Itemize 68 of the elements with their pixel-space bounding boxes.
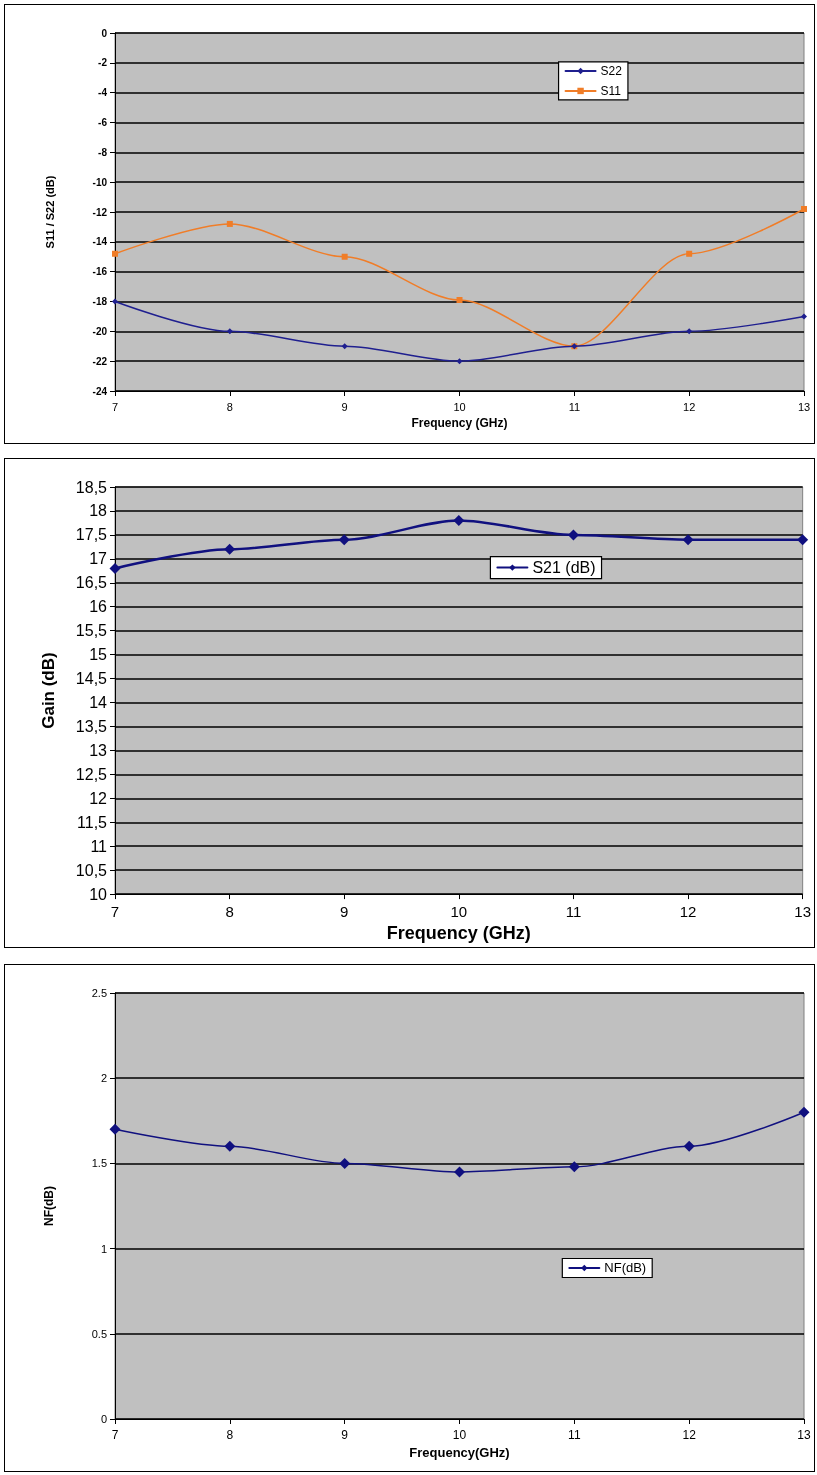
y-axis-title: NF(dB) [42, 1186, 56, 1226]
y-tick-label: 1.5 [91, 1157, 107, 1170]
x-tick-label: 7 [111, 1428, 119, 1442]
y-tick-label: -12 [92, 206, 108, 218]
y-tick-label: 0.5 [91, 1327, 107, 1340]
y-tick-label: -18 [92, 296, 108, 307]
y-tick-label: -22 [92, 355, 108, 367]
y-tick-label: -6 [98, 117, 108, 128]
y-tick-label: 14,5 [75, 670, 108, 688]
y-tick-label: 11 [90, 837, 108, 855]
y-tick-label: 11,5 [77, 813, 108, 831]
y-tick-label: -2 [98, 57, 108, 69]
x-tick-label: 12 [682, 1428, 697, 1442]
x-tick-label: 13 [797, 400, 811, 413]
x-tick-label: 7 [111, 400, 119, 413]
y-tick-label: 13 [89, 741, 108, 759]
x-tick-label: 12 [679, 903, 697, 921]
y-tick-label: -14 [92, 236, 108, 248]
x-tick-label: 8 [226, 400, 233, 413]
y-tick-label: 15 [89, 646, 108, 664]
y-tick-label: 0 [100, 1413, 107, 1425]
x-tick-label: 11 [568, 400, 581, 413]
y-tick-label: -4 [98, 87, 108, 99]
x-tick-label: 8 [226, 1428, 234, 1442]
y-tick-label: 10 [89, 885, 108, 903]
y-tick-label: 13,5 [75, 717, 108, 735]
y-tick-label: 17,5 [75, 526, 108, 544]
x-tick-label: 10 [450, 903, 468, 921]
y-tick-label: 12,5 [75, 765, 108, 783]
y-tick-label: 18,5 [75, 478, 108, 496]
y-axis-title: S11 / S22 (dB) [43, 175, 56, 249]
y-tick-label: 2.5 [91, 987, 107, 999]
y-tick-label: 16 [89, 598, 108, 616]
y-tick-label: 15,5 [75, 622, 108, 640]
y-axis-title: Gain (dB) [39, 652, 58, 729]
x-tick-label: 10 [453, 400, 466, 413]
x-tick-label: 7 [110, 903, 120, 921]
y-tick-label: 17 [89, 550, 108, 568]
x-tick-label: 9 [341, 1428, 349, 1442]
x-tick-label: 11 [568, 1428, 581, 1442]
y-tick-label: 12 [89, 789, 108, 807]
y-tick-label: 16,5 [75, 574, 108, 592]
legend-label: S11 [600, 83, 622, 98]
x-axis-title: Frequency(GHz) [409, 1444, 510, 1460]
x-tick-label: 13 [794, 903, 811, 921]
x-tick-label: 10 [452, 1428, 467, 1442]
x-tick-label: 9 [341, 400, 348, 413]
x-axis-title: Frequency (GHz) [411, 415, 508, 430]
x-axis-title: Frequency (GHz) [386, 923, 531, 943]
x-tick-label: 8 [225, 903, 234, 921]
y-tick-label: 1 [100, 1242, 107, 1255]
y-tick-label: 10,5 [75, 861, 108, 879]
y-tick-label: -8 [98, 146, 108, 158]
y-tick-label: 18 [89, 502, 108, 520]
x-tick-label: 13 [797, 1428, 811, 1442]
x-tick-label: 9 [340, 903, 349, 921]
legend-label: S22 [600, 63, 623, 78]
legend-label: NF(dB) [604, 1260, 647, 1276]
y-tick-label: -10 [92, 176, 108, 188]
legend-label: S21 (dB) [532, 559, 596, 577]
y-tick-label: 2 [100, 1072, 107, 1085]
y-tick-label: -24 [92, 385, 108, 397]
x-tick-label: 11 [565, 903, 582, 921]
x-tick-label: 12 [683, 400, 696, 413]
y-tick-label: 0 [101, 27, 108, 39]
y-tick-label: 14 [89, 694, 108, 712]
y-tick-label: -20 [92, 325, 108, 337]
y-tick-label: -16 [92, 266, 108, 278]
